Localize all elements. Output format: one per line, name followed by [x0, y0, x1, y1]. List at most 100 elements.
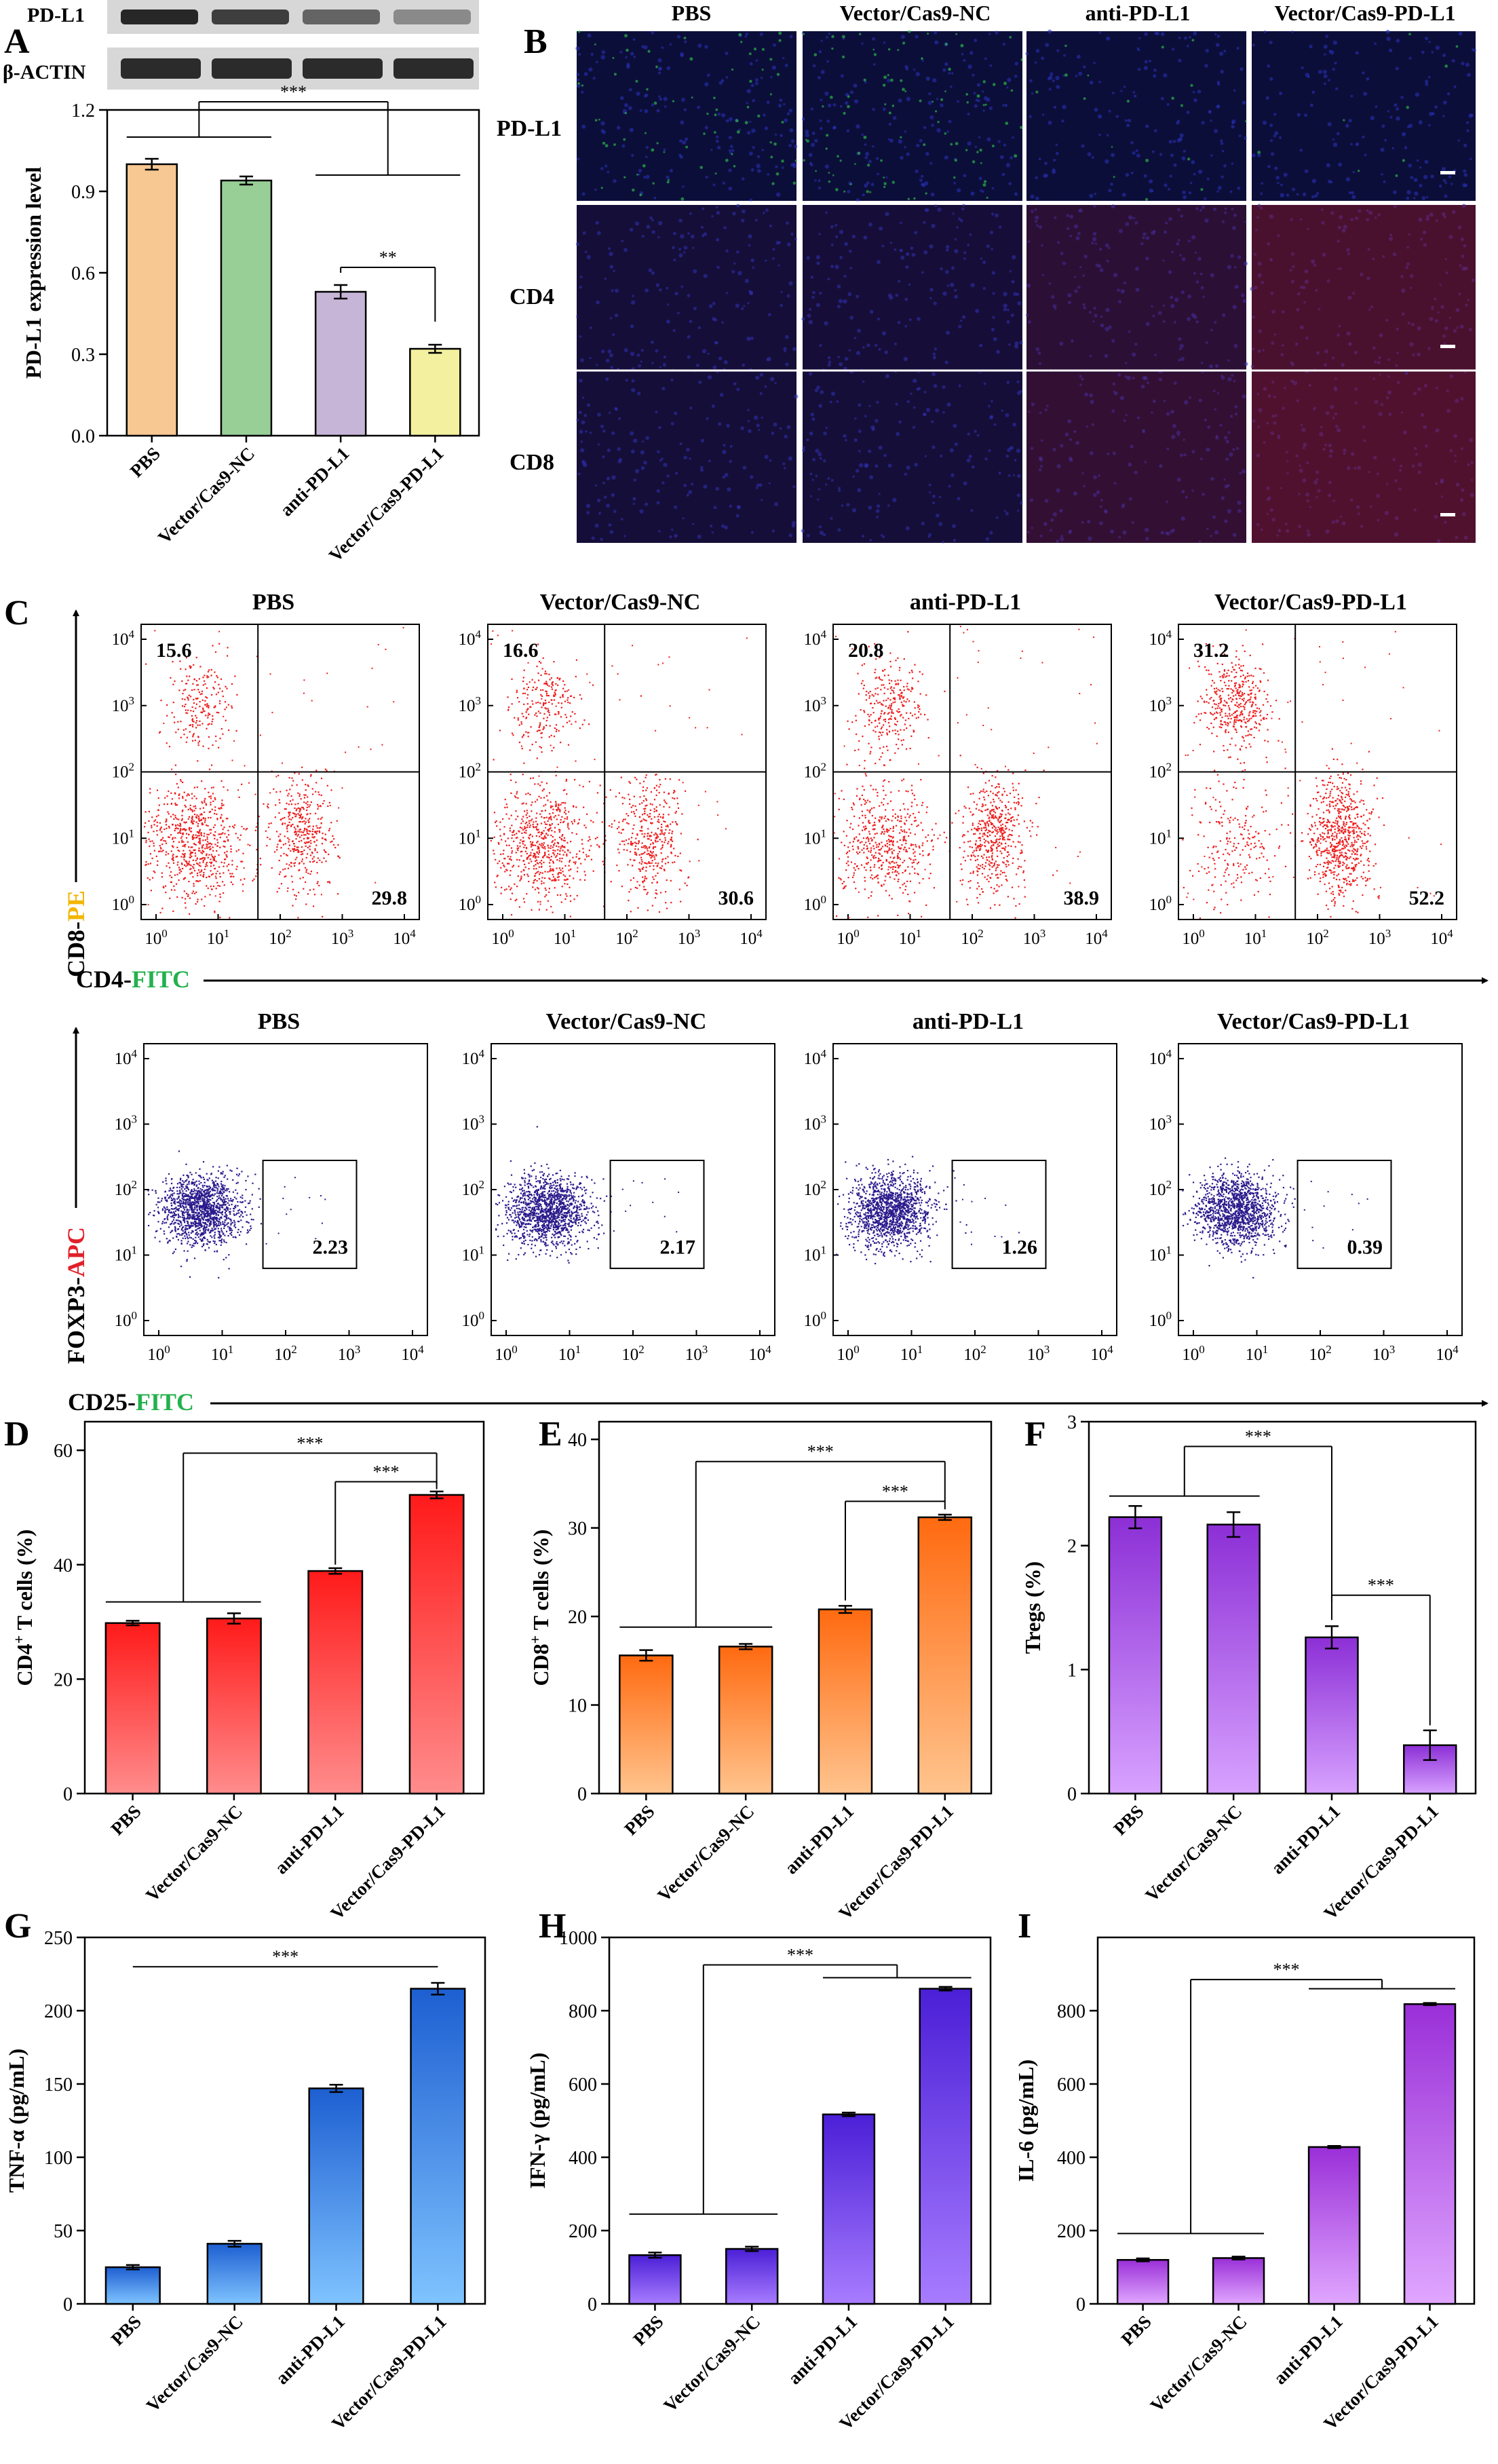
nucleus-dot: [1327, 121, 1332, 127]
event-dot: [645, 774, 647, 776]
nucleus-dot: [1166, 102, 1170, 106]
event-dot: [210, 858, 212, 860]
pdl1-signal-dot: [1005, 121, 1009, 126]
nucleus-dot: [731, 149, 735, 152]
event-dot: [562, 871, 564, 873]
event-dot: [527, 792, 529, 795]
micro-col-title-3: Vector/Cas9-PD-L1: [1274, 1, 1455, 25]
nucleus-dot: [609, 265, 614, 269]
pdl1-signal-dot: [992, 83, 996, 86]
event-dot: [187, 841, 189, 843]
event-dot: [531, 909, 533, 911]
event-dot: [200, 819, 203, 821]
event-dot: [551, 686, 553, 688]
event-dot: [194, 814, 196, 816]
nucleus-dot: [1111, 339, 1115, 343]
event-dot: [526, 824, 529, 827]
event-dot: [191, 872, 193, 874]
y-tick-label-exp: 1: [476, 827, 482, 839]
event-dot: [182, 845, 184, 847]
event-dot: [214, 671, 216, 673]
event-dot: [189, 856, 191, 858]
nucleus-dot: [748, 244, 751, 247]
nucleus-dot: [763, 212, 765, 214]
event-dot: [173, 818, 175, 820]
event-dot: [550, 818, 552, 820]
event-dot: [494, 821, 497, 823]
event-dot: [557, 873, 559, 875]
nucleus-dot: [915, 169, 919, 174]
y-tick-label: 104: [459, 628, 482, 649]
nucleus-dot: [1110, 183, 1113, 186]
event-dot: [534, 714, 536, 716]
event-dot: [192, 834, 195, 836]
event-dot: [670, 852, 673, 854]
event-dot: [642, 876, 644, 878]
event-dot: [165, 854, 167, 856]
event-dot: [533, 821, 535, 823]
pdl1-signal-dot: [884, 103, 887, 106]
event-dot: [550, 807, 552, 809]
event-dot: [287, 837, 289, 839]
nucleus-dot: [869, 309, 874, 314]
event-dot: [629, 803, 631, 805]
pdl1-signal-dot: [1083, 97, 1086, 100]
nucleus-dot: [1216, 105, 1221, 109]
event-dot: [525, 711, 527, 713]
event-dot: [310, 774, 312, 776]
nucleus-dot: [811, 295, 815, 299]
pdl1-signal-dot: [813, 53, 818, 56]
nucleus-dot: [636, 353, 640, 357]
event-dot: [534, 681, 536, 683]
nucleus-dot: [1311, 90, 1315, 94]
event-dot: [547, 856, 550, 858]
event-dot: [531, 841, 534, 844]
event-dot: [199, 666, 201, 668]
event-dot: [325, 860, 327, 863]
nucleus-dot: [846, 129, 850, 133]
event-dot: [286, 828, 288, 830]
nucleus-dot: [915, 72, 920, 77]
nucleus-dot: [1265, 96, 1269, 100]
event-dot: [282, 817, 284, 820]
event-dot: [301, 831, 303, 833]
event-dot: [224, 833, 226, 835]
nucleus-dot: [1396, 39, 1400, 43]
event-dot: [202, 860, 204, 862]
event-dot: [218, 901, 220, 903]
nucleus-dot: [1323, 74, 1328, 79]
nucleus-dot: [659, 366, 662, 368]
event-dot: [393, 701, 395, 703]
event-dot: [156, 864, 159, 867]
event-dot: [642, 846, 645, 848]
nucleus-dot: [1121, 193, 1126, 197]
event-dot: [298, 773, 300, 775]
nucleus-dot: [1214, 129, 1218, 134]
nucleus-dot: [1132, 91, 1136, 94]
pdl1-signal-dot: [913, 197, 916, 200]
event-dot: [573, 696, 575, 699]
event-dot: [160, 700, 162, 702]
nucleus-dot: [1468, 113, 1473, 118]
nucleus-dot: [1130, 141, 1134, 145]
event-dot: [178, 793, 180, 795]
event-dot: [210, 870, 212, 872]
nucleus-dot: [898, 98, 902, 103]
event-dot: [231, 705, 233, 707]
nucleus-dot: [1421, 50, 1425, 54]
event-dot: [299, 808, 302, 810]
nucleus-dot: [1006, 86, 1009, 89]
event-dot: [300, 854, 303, 856]
nucleus-dot: [986, 244, 990, 248]
event-dot: [567, 824, 569, 826]
pdl1-signal-dot: [613, 73, 617, 76]
event-dot: [527, 736, 529, 738]
event-dot: [541, 816, 543, 818]
nucleus-dot: [904, 130, 906, 133]
nucleus-dot: [865, 151, 870, 156]
pdl1-signal-dot: [832, 174, 834, 176]
event-dot: [562, 696, 564, 698]
x-category-label: Vector/Cas9-NC: [154, 443, 258, 548]
nucleus-dot: [1135, 149, 1138, 153]
event-dot: [509, 874, 511, 876]
